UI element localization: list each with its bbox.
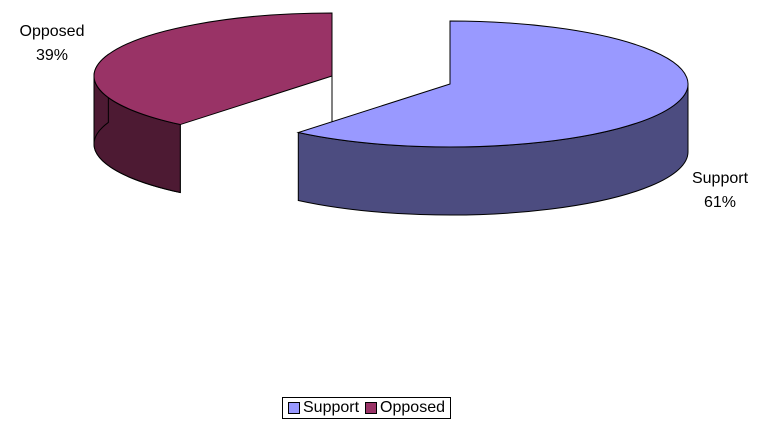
legend-swatch-support [288,402,300,414]
support-label-name: Support [692,170,749,187]
opposed-label-name: Opposed [20,23,85,40]
opposed-label-percent: 39% [36,47,68,64]
support-label-percent: 61% [704,194,736,211]
pie-slices [93,12,689,216]
legend-label-support: Support [303,399,360,416]
legend-swatch-opposed [365,402,378,414]
legend-item-support: Support [288,399,359,417]
legend-item-opposed: Opposed [365,399,445,417]
support-slice-top [296,20,689,148]
opposed-slice-top [93,12,333,126]
legend-label-opposed: Opposed [380,399,445,416]
chart-legend: Support Opposed [282,397,451,419]
